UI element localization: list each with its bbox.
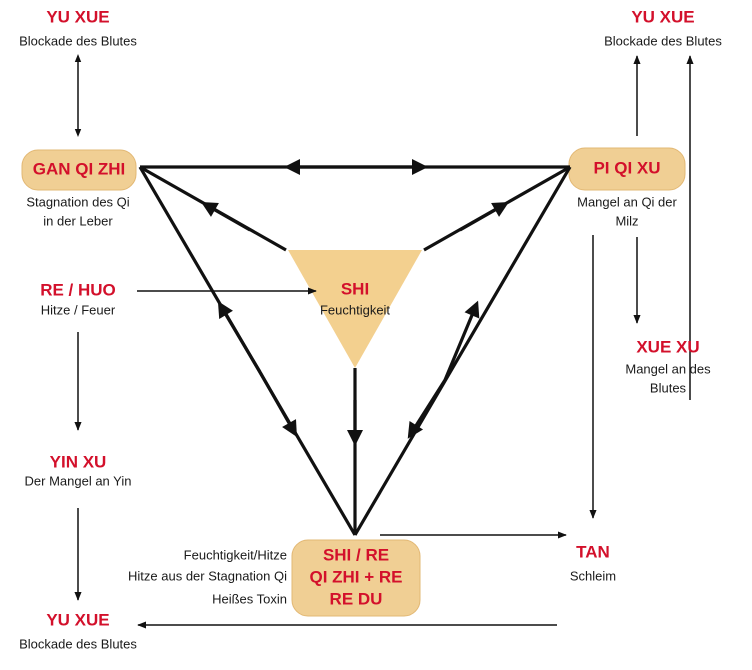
node-text: Mangel an Qi der bbox=[577, 194, 677, 209]
node-title: SHI / RE bbox=[323, 545, 389, 564]
node-title: XUE XU bbox=[636, 337, 699, 356]
node-title: YU XUE bbox=[631, 7, 694, 26]
node-note: Feuchtigkeit/Hitze bbox=[184, 547, 287, 562]
node-title: RE / HUO bbox=[40, 280, 116, 299]
node-title: QI ZHI + RE bbox=[309, 567, 402, 586]
badge bbox=[21, 149, 137, 191]
node-note: Hitze aus der Stagnation Qi bbox=[128, 568, 287, 583]
node-text: Schleim bbox=[570, 568, 616, 583]
node-title: SHI bbox=[341, 279, 369, 298]
main-arrows bbox=[138, 159, 572, 536]
node-title: TAN bbox=[576, 542, 610, 561]
badge bbox=[291, 539, 421, 617]
node-title: YU XUE bbox=[46, 610, 109, 629]
node-text: Hitze / Feuer bbox=[41, 302, 116, 317]
node-text: Feuchtigkeit bbox=[320, 302, 390, 317]
labels: YU XUE Blockade des Blutes YU XUE Blocka… bbox=[19, 7, 722, 651]
triangle bbox=[288, 250, 422, 368]
node-text: Der Mangel an Yin bbox=[25, 473, 132, 488]
node-text: Stagnation des Qi bbox=[26, 194, 129, 209]
node-text: Blockade des Blutes bbox=[19, 33, 137, 48]
node-note: Heißes Toxin bbox=[212, 591, 287, 606]
node-title: RE DU bbox=[330, 589, 383, 608]
node-title: YIN XU bbox=[50, 452, 107, 471]
node-title: GAN QI ZHI bbox=[33, 159, 126, 178]
node-text: Mangel an des bbox=[625, 361, 711, 376]
node-text: Blutes bbox=[650, 380, 687, 395]
node-text: Milz bbox=[615, 213, 638, 228]
node-text: Blockade des Blutes bbox=[19, 636, 137, 651]
node-title: YU XUE bbox=[46, 7, 109, 26]
node-text: Blockade des Blutes bbox=[604, 33, 722, 48]
node-title: PI QI XU bbox=[593, 158, 660, 177]
arrows bbox=[74, 54, 694, 629]
node-text: in der Leber bbox=[43, 213, 113, 228]
